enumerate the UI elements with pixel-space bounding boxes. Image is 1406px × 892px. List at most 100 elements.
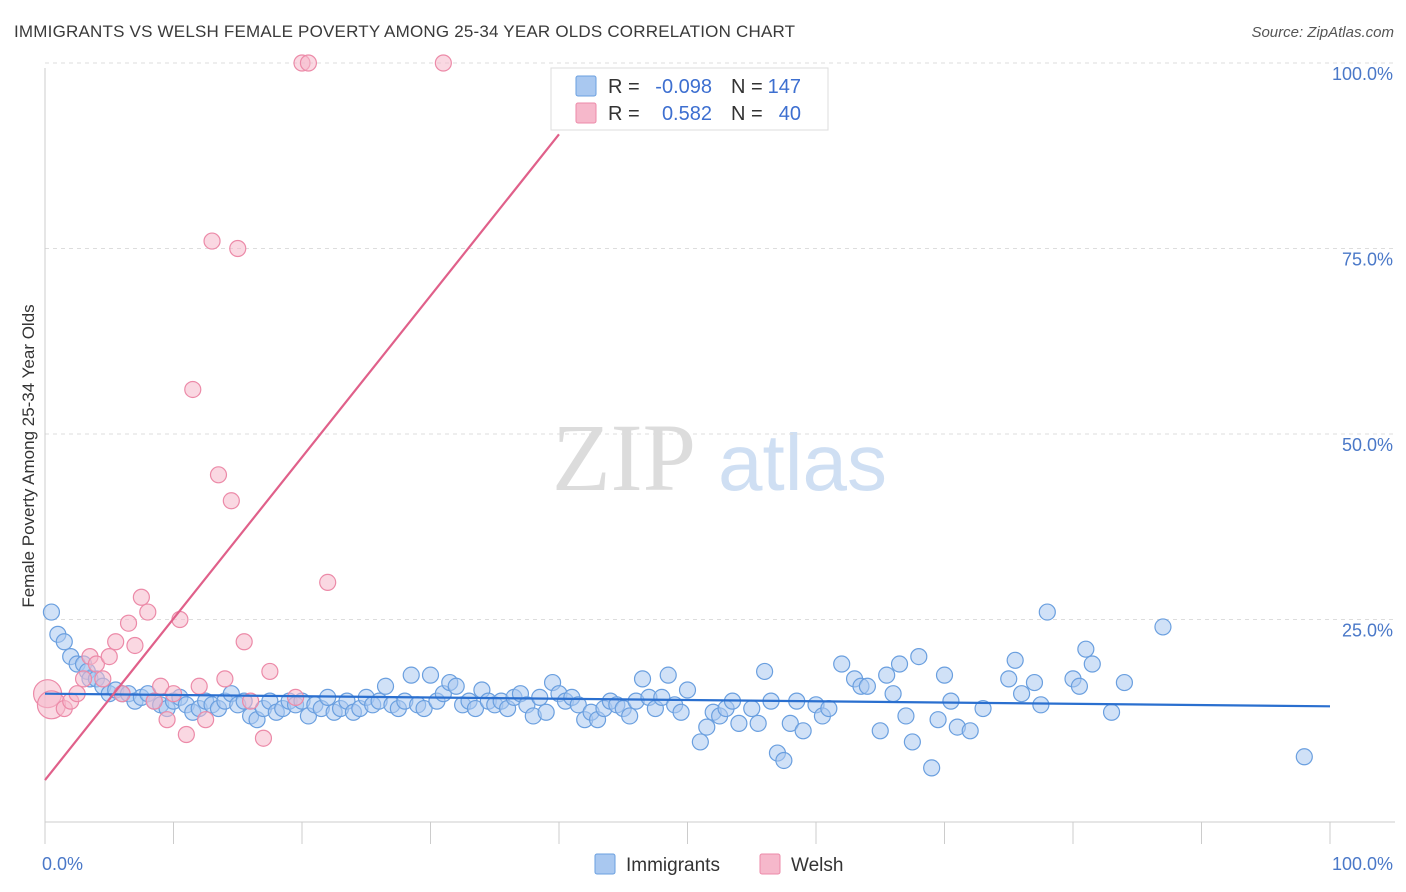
- y-tick-label-0: 100.0%: [1332, 64, 1393, 84]
- welsh-point-37: [319, 573, 337, 592]
- stats-legend-box: [550, 67, 829, 131]
- welsh-point-23: [190, 677, 208, 695]
- immigrants-point-120: [833, 655, 851, 673]
- legend-n-value-welsh: 40: [779, 103, 801, 125]
- legend-r-label-welsh: R =: [608, 103, 640, 125]
- welsh-point-13: [126, 636, 144, 655]
- immigrants-point-53: [376, 677, 395, 695]
- immigrants-point-102: [698, 718, 716, 736]
- welsh-point-21: [177, 725, 195, 744]
- legend-n-value-immigrants: 147: [768, 76, 801, 98]
- immigrants-point-126: [884, 685, 902, 703]
- x-tick-label-0: 0.0%: [42, 854, 83, 874]
- watermark-zip: ZIP: [552, 404, 696, 511]
- y-axis-title: Female Poverty Among 25-34 Year Olds: [19, 304, 38, 607]
- immigrants-point-127: [890, 655, 909, 673]
- welsh-point-27: [216, 670, 234, 688]
- welsh-point-8: [94, 670, 112, 688]
- immigrants-point-125: [878, 666, 896, 684]
- trend-lines: [44, 133, 1331, 781]
- y-tick-label-1: 75.0%: [1342, 250, 1393, 270]
- gridlines: [45, 62, 1395, 620]
- immigrants-point-131: [923, 759, 941, 777]
- welsh-point-19: [164, 685, 183, 703]
- immigrants-point-60: [421, 666, 440, 684]
- immigrants-point-110: [755, 662, 774, 681]
- immigrants-point-146: [1077, 640, 1095, 658]
- welsh-point-33: [261, 662, 279, 681]
- immigrants-point-83: [569, 696, 587, 714]
- welsh-point-15: [139, 603, 157, 621]
- welsh-point-18: [158, 711, 176, 729]
- immigrants-point-137: [974, 699, 992, 718]
- immigrants-point-57: [402, 666, 420, 684]
- legend-r-value-welsh: 0.582: [662, 103, 712, 125]
- immigrants-point-107: [730, 714, 748, 732]
- legend-swatch-immigrants: [575, 75, 597, 97]
- immigrants-point-141: [1025, 673, 1044, 692]
- welsh-point-24: [197, 711, 215, 729]
- immigrants-point-124: [871, 722, 889, 740]
- immigrants-point-2: [55, 633, 73, 651]
- immigrants-point-139: [1006, 651, 1024, 669]
- immigrants-point-108: [743, 699, 761, 718]
- welsh-point-7: [87, 655, 106, 673]
- welsh-point-38: [434, 54, 452, 72]
- immigrants-point-59: [415, 699, 433, 718]
- immigrants-point-145: [1070, 677, 1089, 695]
- immigrants-point-133: [935, 666, 954, 684]
- chart-source: Source: ZipAtlas.com: [1251, 24, 1394, 41]
- series-legend: Immigrants Welsh: [594, 853, 843, 876]
- y-tick-label-3: 25.0%: [1342, 621, 1393, 641]
- welsh-point-16: [145, 692, 163, 710]
- immigrants-point-149: [1115, 673, 1134, 692]
- immigrants-point-128: [897, 707, 915, 725]
- y-tick-labels: 100.0% 75.0% 50.0% 25.0%: [1332, 64, 1393, 641]
- immigrants-point-150: [1154, 618, 1172, 636]
- immigrants-point-96: [653, 688, 671, 707]
- welsh-point-28: [222, 492, 240, 510]
- immigrants-point-113: [775, 751, 793, 770]
- welsh-point-34: [286, 688, 305, 707]
- immigrants-point-129: [903, 733, 921, 751]
- x-tick-label-1: 100.0%: [1332, 854, 1393, 874]
- stats-legend: R = -0.098 N = 147 R = 0.582 N = 40: [550, 67, 829, 131]
- immigrants-point-101: [691, 733, 709, 751]
- welsh-point-25: [203, 232, 221, 250]
- y-tick-label-2: 50.0%: [1342, 435, 1393, 455]
- immigrants-point-147: [1083, 655, 1101, 673]
- immigrants-point-134: [942, 692, 960, 710]
- immigrants-point-138: [1000, 670, 1018, 688]
- x-tick-labels: 0.0% 100.0%: [42, 854, 1393, 874]
- immigrants-point-0: [42, 603, 61, 621]
- chart-title: IMMIGRANTS VS WELSH FEMALE POVERTY AMONG…: [14, 22, 796, 41]
- welsh-point-10: [107, 633, 125, 651]
- welsh-point-9: [100, 647, 118, 666]
- immigrants-point-132: [929, 711, 947, 729]
- welsh-point-14: [132, 588, 150, 606]
- immigrants-point-119: [820, 699, 838, 718]
- legend-r-label-immigrants: R =: [608, 76, 640, 98]
- welsh-point-20: [171, 610, 189, 629]
- immigrants-point-100: [678, 681, 697, 699]
- welsh-point-5: [74, 670, 93, 688]
- series-legend-swatch-welsh: [759, 853, 781, 875]
- series-legend-swatch-immigrants: [594, 853, 616, 875]
- immigrants-point-123: [858, 677, 877, 695]
- welsh-trend-line: [44, 133, 560, 781]
- legend-n-label-immigrants: N =: [731, 76, 763, 98]
- immigrants-point-93: [633, 670, 652, 688]
- axes: [44, 68, 1395, 844]
- immigrants-point-148: [1102, 703, 1121, 721]
- legend-swatch-welsh: [575, 102, 597, 124]
- welsh-point-36: [299, 54, 318, 72]
- immigrants-point-67: [466, 699, 485, 718]
- immigrants-point-114: [781, 714, 799, 732]
- series-legend-label-welsh: Welsh: [791, 855, 843, 876]
- immigrants-points: [42, 603, 1313, 777]
- welsh-point-29: [229, 239, 247, 258]
- immigrants-point-99: [672, 703, 690, 721]
- immigrants-trend-line: [44, 692, 1331, 708]
- immigrants-point-97: [659, 666, 677, 684]
